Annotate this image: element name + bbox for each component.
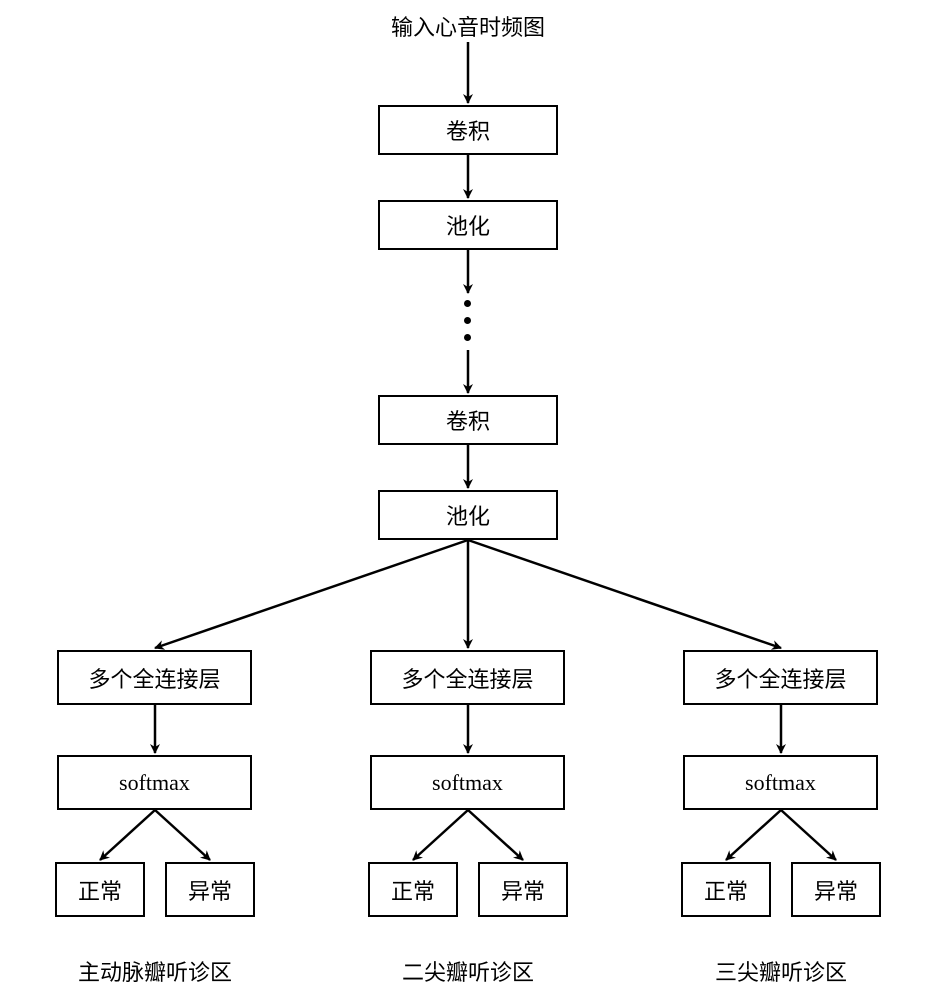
softmax-box-left: softmax	[57, 755, 252, 810]
softmax-box-right: softmax	[683, 755, 878, 810]
caption-left: 主动脉瓣听诊区	[55, 955, 255, 987]
abnormal-box-right: 异常	[791, 862, 881, 917]
input-label: 输入心音时频图	[368, 10, 568, 42]
flowchart-diagram: 输入心音时频图 卷积 池化 卷积 池化 多个全连接层 softmax 正常 异常…	[0, 0, 936, 1000]
conv2-box: 卷积	[378, 395, 558, 445]
normal-box-right: 正常	[681, 862, 771, 917]
pool1-box: 池化	[378, 200, 558, 250]
pool2-box: 池化	[378, 490, 558, 540]
conv1-box: 卷积	[378, 105, 558, 155]
softmax-box-mid: softmax	[370, 755, 565, 810]
caption-mid: 二尖瓣听诊区	[368, 955, 568, 987]
fc-box-right: 多个全连接层	[683, 650, 878, 705]
abnormal-box-left: 异常	[165, 862, 255, 917]
caption-right: 三尖瓣听诊区	[681, 955, 881, 987]
normal-box-mid: 正常	[368, 862, 458, 917]
normal-box-left: 正常	[55, 862, 145, 917]
abnormal-box-mid: 异常	[478, 862, 568, 917]
fc-box-mid: 多个全连接层	[370, 650, 565, 705]
ellipsis-dots	[464, 300, 471, 341]
fc-box-left: 多个全连接层	[57, 650, 252, 705]
